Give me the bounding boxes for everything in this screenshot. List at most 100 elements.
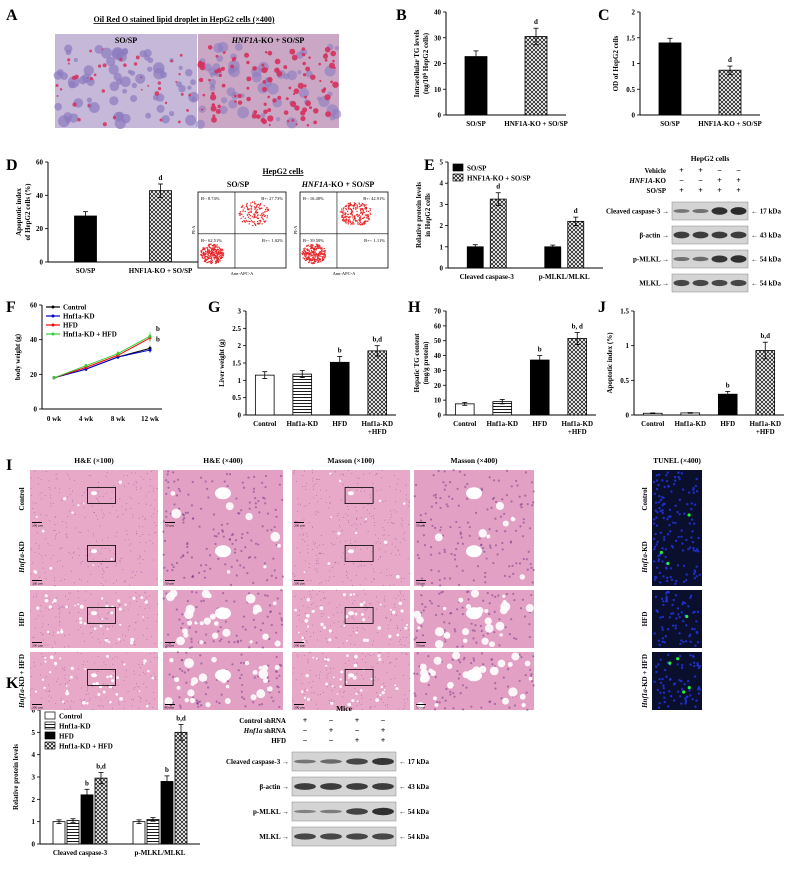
nucleus-dot: [305, 533, 307, 535]
event-dot: [261, 215, 264, 217]
nucleus-dot: [186, 551, 189, 554]
nucleus-dot: [413, 672, 416, 675]
nucleus-dot: [357, 566, 359, 568]
lipid-vacuole: [353, 654, 358, 659]
nucleus-dot: [402, 636, 404, 638]
nucleus-dot: [303, 470, 305, 472]
lipid-vacuole: [93, 627, 97, 631]
nucleus-dot: [70, 570, 72, 572]
nucleus-dot: [430, 505, 433, 508]
lipid-vacuole: [508, 687, 518, 697]
nucleus-dot: [376, 608, 378, 610]
nucleus-dot: [502, 676, 505, 679]
nucleus-dot: [67, 496, 69, 498]
nucleus-dot: [693, 503, 697, 506]
nucleus-dot: [664, 548, 668, 551]
blot-band: [711, 255, 728, 263]
lipid-droplet: [164, 101, 168, 105]
nucleus-dot: [123, 707, 125, 709]
nucleus-dot: [154, 499, 156, 501]
lipid-droplet: [308, 56, 311, 59]
event-dot: [353, 223, 355, 225]
nucleus-dot: [501, 541, 504, 545]
lipid-droplet: [283, 110, 289, 115]
nucleus-dot: [312, 602, 314, 604]
magnified-region-box: [344, 669, 374, 686]
cell-nucleus: [94, 44, 104, 54]
nucleus-dot: [295, 481, 297, 483]
nucleus-dot: [264, 485, 267, 489]
nucleus-dot: [311, 472, 313, 474]
event-dot: [353, 202, 356, 204]
event-dot: [353, 205, 355, 207]
tunel-positive-dot: [687, 513, 691, 517]
nucleus-dot: [200, 476, 203, 479]
scale-bar: [294, 580, 304, 581]
nucleus-dot: [448, 622, 451, 625]
event-dot: [324, 249, 326, 252]
nucleus-dot: [358, 701, 360, 703]
nucleus-dot: [54, 576, 56, 578]
nucleus-dot: [231, 542, 234, 545]
nucleus-dot: [205, 547, 208, 551]
event-dot: [303, 258, 306, 260]
nucleus-dot: [113, 689, 115, 691]
lipid-droplet: [217, 104, 221, 109]
nucleus-dot: [133, 640, 135, 642]
nucleus-dot: [681, 542, 684, 545]
lipid-vacuole: [100, 597, 104, 600]
nucleus-dot: [204, 693, 208, 696]
cell-nucleus: [83, 65, 94, 76]
event-dot: [364, 214, 367, 216]
nucleus-dot: [384, 595, 386, 597]
nucleus-dot: [190, 590, 194, 593]
event-dot: [366, 215, 369, 217]
legend-marker: [51, 305, 55, 309]
lipid-vacuole: [330, 516, 332, 518]
y-axis-label-line: Intracellular TG levels: [413, 29, 421, 97]
nucleus-dot: [684, 698, 687, 702]
event-dot: [355, 208, 357, 211]
nucleus-dot: [32, 502, 34, 504]
nucleus-dot: [77, 668, 79, 670]
event-dot: [250, 208, 253, 210]
lipid-droplet: [179, 53, 183, 57]
nucleus-dot: [400, 580, 402, 582]
x-tick-label: Hnf1a-KD +HFD: [750, 420, 782, 436]
nucleus-dot: [234, 539, 238, 542]
lipid-droplet: [313, 108, 319, 114]
nucleus-dot: [294, 574, 296, 576]
y-tick-label: 2: [32, 796, 36, 804]
blot-sign: −: [329, 716, 334, 725]
event-dot: [346, 215, 348, 218]
nucleus-dot: [331, 474, 333, 476]
nucleus-dot: [421, 584, 424, 587]
event-dot: [244, 210, 246, 213]
y-axis-label-line: body weight (g): [14, 333, 22, 380]
nucleus-dot: [89, 699, 91, 701]
nucleus-dot: [322, 652, 324, 654]
nucleus-dot: [530, 679, 534, 683]
nucleus-dot: [38, 553, 40, 555]
nucleus-dot: [369, 707, 371, 709]
nucleus-dot: [401, 517, 403, 519]
lipid-droplet: [264, 50, 268, 54]
nucleus-dot: [83, 699, 85, 701]
scale-bar: [32, 522, 42, 523]
nucleus-dot: [55, 477, 57, 479]
nucleus-dot: [364, 521, 366, 523]
lipid-droplet: [277, 95, 282, 100]
nucleus-dot: [679, 695, 682, 698]
nucleus-dot: [89, 633, 91, 635]
nucleus-dot: [322, 691, 324, 693]
nucleus-dot: [375, 534, 377, 536]
nucleus-dot: [154, 698, 156, 700]
nucleus-dot: [45, 676, 47, 678]
histology-image: [30, 528, 158, 586]
nucleus-dot: [35, 618, 37, 620]
nucleus-dot: [322, 591, 324, 593]
scale-bar-label: 50 μm: [416, 706, 425, 710]
y-tick-label: 0: [632, 112, 636, 120]
nucleus-dot: [102, 573, 104, 575]
flow-plot-frame: [197, 191, 287, 269]
